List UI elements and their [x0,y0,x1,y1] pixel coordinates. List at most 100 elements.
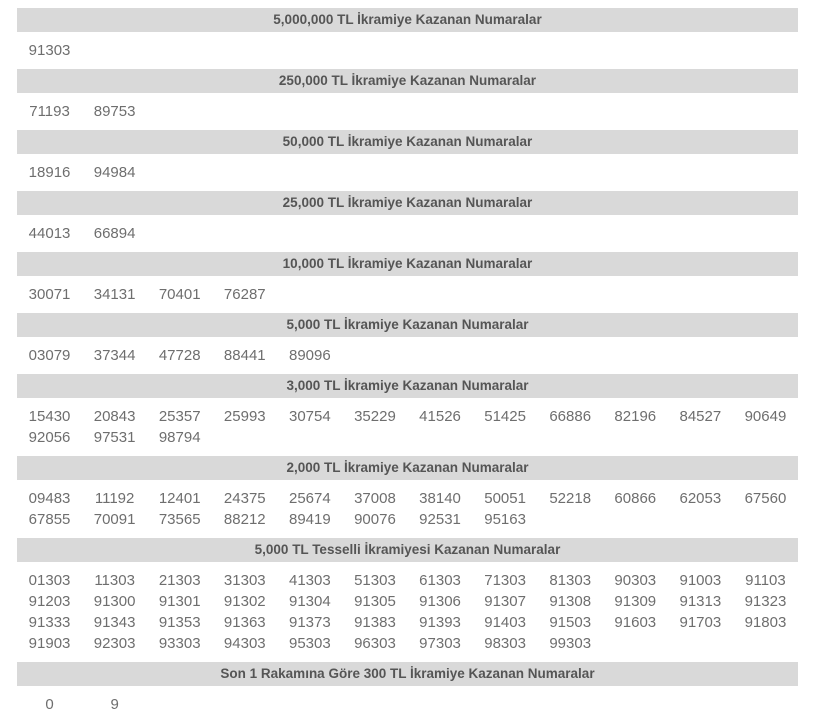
winning-number: 20843 [93,408,136,425]
empty-cell [147,694,212,715]
empty-cell [342,427,407,448]
winning-number: 31303 [223,572,266,589]
winning-number: 90649 [744,408,787,425]
prize-section: 25,000 TL İkramiye Kazanan Numaralar 4401… [17,191,798,252]
winning-number: 38140 [419,490,461,507]
winning-number: 66894 [93,225,136,242]
empty-cell [342,40,407,61]
prize-section-title: 50,000 TL İkramiye Kazanan Numaralar [17,130,798,154]
winning-number: 91503 [549,614,592,631]
winning-number: 73565 [158,511,201,528]
winning-number: 41526 [419,408,461,425]
empty-cell [473,694,538,715]
empty-cell [408,40,473,61]
winning-number: 81303 [549,572,592,589]
winning-number: 91373 [289,614,331,631]
winning-number: 92531 [419,511,461,528]
winning-number: 91393 [419,614,461,631]
number-row: 01303 11303 21303 31303 41303 51303 61303 71303… [17,570,798,591]
prize-section-title: 3,000 TL İkramiye Kazanan Numaralar [17,374,798,398]
empty-cell [473,223,538,244]
empty-cell [147,223,212,244]
prize-section-title: 250,000 TL İkramiye Kazanan Numaralar [17,69,798,93]
empty-cell [473,284,538,305]
number-row: 71193 89753 [17,101,798,122]
winning-number: 25357 [158,408,201,425]
winning-number: 21303 [158,572,201,589]
winning-number: 47728 [158,347,201,364]
empty-cell [342,694,407,715]
empty-cell [733,101,798,122]
winning-number: 91301 [158,593,201,610]
empty-cell [603,284,668,305]
empty-cell [538,101,603,122]
empty-cell [603,345,668,366]
winning-number: 01303 [28,572,71,589]
empty-cell [277,427,342,448]
winning-number: 30071 [28,286,71,303]
empty-cell [538,162,603,183]
prize-section: Son 1 Rakamına Göre 300 TL İkramiye Kaza… [17,662,798,723]
empty-cell [733,633,798,654]
empty-cell [538,427,603,448]
empty-cell [668,345,733,366]
winning-number: 91383 [354,614,396,631]
number-row: 91903 92303 93303 94303 95303 96303 97303 98303… [17,633,798,654]
winning-number: 71193 [29,103,70,120]
empty-cell [538,40,603,61]
empty-cell [82,40,147,61]
winning-number: 44013 [28,225,71,242]
winning-number: 34131 [93,286,136,303]
winning-number: 95163 [484,511,526,528]
winning-number: 91302 [223,593,266,610]
empty-cell [212,101,277,122]
winning-number: 90303 [614,572,657,589]
winning-number: 41303 [289,572,331,589]
winning-number: 97531 [93,429,136,446]
winning-number: 91308 [549,593,592,610]
winning-numbers-rows: 30071 34131 70401 76287 [17,276,798,313]
winning-number: 98303 [484,635,526,652]
winning-number: 70401 [158,286,201,303]
empty-cell [342,162,407,183]
empty-cell [733,162,798,183]
empty-cell [277,162,342,183]
empty-cell [408,101,473,122]
winning-number: 37008 [354,490,396,507]
number-row: 03079 37344 47728 88441 89096 [17,345,798,366]
empty-cell [538,694,603,715]
empty-cell [342,345,407,366]
winning-number: 89419 [289,511,331,528]
empty-cell [473,162,538,183]
empty-cell [473,40,538,61]
winning-number: 88441 [223,347,266,364]
winning-number: 91323 [744,593,787,610]
winning-number: 91363 [223,614,266,631]
winning-number: 15430 [28,408,71,425]
prize-section: 250,000 TL İkramiye Kazanan Numaralar 711… [17,69,798,130]
prize-section: 5,000 TL İkramiye Kazanan Numaralar 03079… [17,313,798,374]
empty-cell [147,101,212,122]
winning-number: 67560 [744,490,787,507]
prize-section: 50,000 TL İkramiye Kazanan Numaralar 1891… [17,130,798,191]
empty-cell [603,162,668,183]
prize-section-title: 5,000 TL İkramiye Kazanan Numaralar [17,313,798,337]
winning-number: 91703 [679,614,722,631]
winning-number: 96303 [354,635,396,652]
winning-number: 71303 [484,572,526,589]
number-row: 92056 97531 98794 [17,427,798,448]
winning-number: 89096 [289,347,331,364]
winning-number: 66886 [549,408,592,425]
empty-cell [603,694,668,715]
prize-section-title: 25,000 TL İkramiye Kazanan Numaralar [17,191,798,215]
empty-cell [342,284,407,305]
empty-cell [668,162,733,183]
prize-section: 5,000,000 TL İkramiye Kazanan Numaralar 9… [17,8,798,69]
empty-cell [212,223,277,244]
number-row: 91203 91300 91301 91302 91304 91305 91306 91307… [17,591,798,612]
winning-number: 50051 [484,490,526,507]
winning-number: 11303 [94,572,135,589]
winning-number: 62053 [679,490,722,507]
empty-cell [733,509,798,530]
empty-cell [408,427,473,448]
